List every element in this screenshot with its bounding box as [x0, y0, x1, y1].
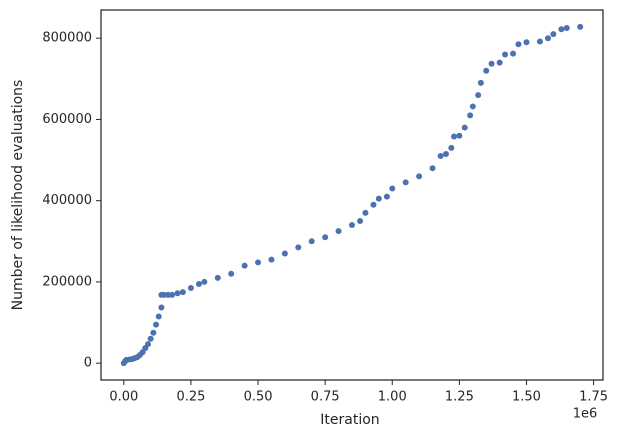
- point: [153, 321, 160, 328]
- y-tick-label: 200000: [42, 274, 92, 289]
- point: [502, 51, 509, 58]
- x-offset-label: 1e6: [573, 407, 598, 422]
- point: [451, 133, 458, 140]
- plot-frame: [100, 9, 604, 381]
- point: [179, 289, 186, 296]
- point: [469, 103, 476, 110]
- point: [187, 285, 194, 292]
- point: [461, 124, 468, 131]
- point: [268, 256, 275, 263]
- point: [416, 173, 423, 180]
- point: [429, 165, 436, 172]
- y-tick-label: 600000: [42, 112, 92, 127]
- x-tick-label: 1.00: [378, 390, 407, 405]
- y-tick-label: 0: [84, 356, 92, 371]
- point: [402, 179, 409, 186]
- point: [558, 26, 565, 33]
- point: [144, 341, 151, 348]
- point: [448, 144, 455, 151]
- point: [550, 31, 557, 38]
- point: [214, 274, 221, 281]
- x-tick-label: 1.50: [512, 390, 541, 405]
- point: [483, 67, 490, 74]
- point: [228, 270, 235, 277]
- y-tick-label: 400000: [42, 193, 92, 208]
- point: [536, 38, 543, 45]
- point: [510, 50, 517, 57]
- point: [383, 193, 390, 200]
- point: [437, 153, 444, 160]
- x-tick-label: 0.50: [244, 390, 273, 405]
- point: [308, 238, 315, 245]
- point: [201, 278, 208, 285]
- point: [241, 262, 248, 269]
- point: [475, 92, 482, 99]
- point: [442, 150, 449, 157]
- point: [370, 201, 377, 208]
- point: [357, 217, 364, 224]
- point: [169, 291, 176, 298]
- point: [456, 132, 463, 139]
- point: [467, 112, 474, 119]
- point: [155, 313, 162, 320]
- y-axis-label: Number of likelihood evaluations: [10, 80, 26, 311]
- x-tick-label: 0.25: [176, 390, 205, 405]
- point: [477, 79, 484, 86]
- x-tick-label: 1.25: [445, 390, 474, 405]
- point: [488, 60, 495, 67]
- point: [335, 228, 342, 235]
- point: [150, 329, 157, 336]
- point: [515, 41, 522, 48]
- x-tick-label: 1.75: [579, 390, 608, 405]
- point: [295, 244, 302, 251]
- point: [147, 335, 154, 342]
- point: [174, 290, 181, 297]
- x-tick-label: 0.75: [311, 390, 340, 405]
- point: [195, 280, 202, 287]
- point: [349, 222, 355, 229]
- point: [523, 39, 530, 46]
- point: [255, 259, 262, 266]
- point: [389, 185, 396, 192]
- point: [563, 25, 570, 32]
- point: [577, 23, 584, 30]
- point: [375, 195, 382, 202]
- point: [544, 35, 551, 42]
- point: [281, 250, 288, 257]
- point: [496, 59, 503, 66]
- point: [362, 209, 369, 216]
- point: [158, 304, 165, 311]
- point: [322, 234, 329, 241]
- y-tick-label: 800000: [42, 31, 92, 46]
- x-axis-label: Iteration: [320, 412, 379, 428]
- x-tick-label: 0.00: [109, 390, 138, 405]
